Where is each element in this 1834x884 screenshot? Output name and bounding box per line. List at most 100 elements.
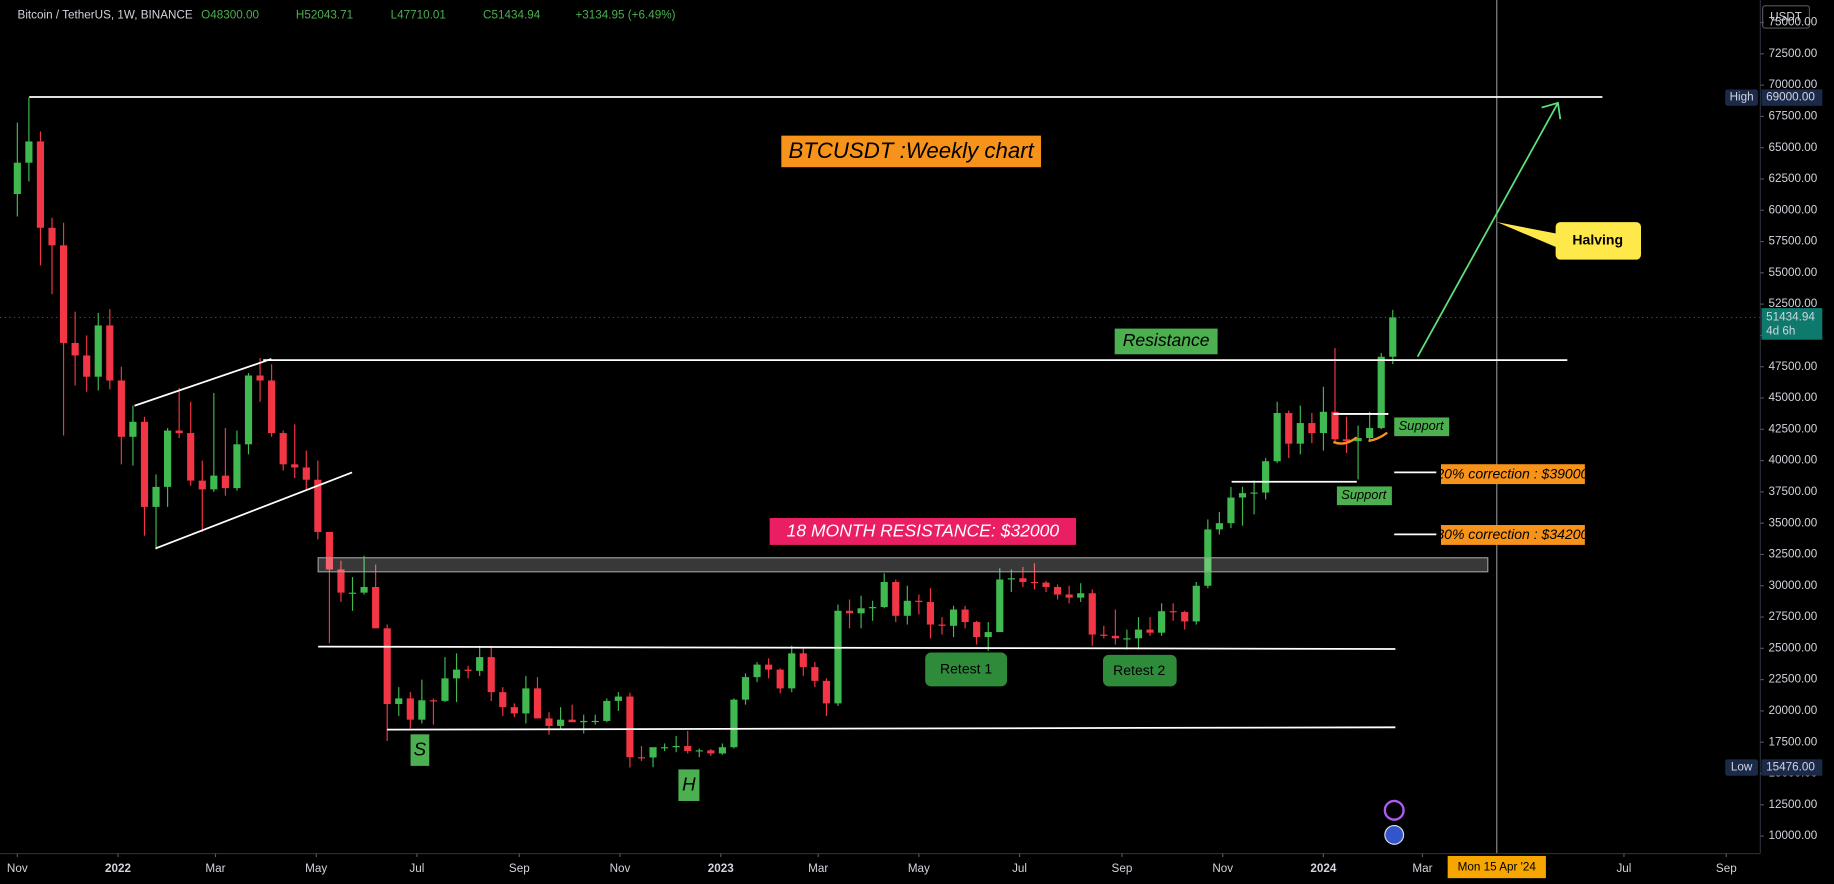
candle-body: [695, 750, 703, 752]
y-tick-label: 72500.00: [1769, 47, 1818, 60]
y-tick-label: 57500.00: [1769, 235, 1818, 248]
candle-body: [1192, 585, 1200, 622]
candle-body: [1077, 593, 1085, 598]
candle-body: [13, 162, 21, 194]
candle-body: [244, 375, 253, 445]
candle-body: [291, 464, 299, 468]
icon: [1384, 824, 1405, 845]
candle-body: [799, 653, 807, 668]
candle-body: [1273, 413, 1281, 462]
retest-label: Retest 2: [1113, 662, 1165, 678]
candle-body: [996, 579, 1004, 633]
candle-body: [164, 430, 172, 487]
candle-body: [684, 745, 692, 751]
candle-body: [614, 696, 622, 701]
candle-body: [1342, 439, 1351, 442]
candle-body: [106, 325, 114, 381]
candle-body: [730, 699, 738, 748]
label-box: [1441, 464, 1585, 485]
y-tick-label: 12500.00: [1769, 798, 1818, 811]
candle-body: [1030, 581, 1039, 584]
candle-body: [129, 421, 137, 437]
label-box: [1114, 328, 1218, 355]
x-tick-label: Sep: [1112, 862, 1133, 875]
y-tick-label: 67500.00: [1769, 109, 1818, 122]
candle-body: [441, 678, 449, 701]
candle-body: [1250, 492, 1258, 494]
candle-body: [869, 607, 877, 609]
candle-body: [1389, 317, 1397, 357]
halving-label: Halving: [1572, 232, 1623, 248]
candle-body: [233, 444, 241, 489]
retest-label: Retest 1: [940, 661, 992, 677]
label-box: [410, 734, 430, 766]
marker-price-box: [1761, 89, 1823, 106]
candle-body: [337, 569, 345, 593]
candle-body: [556, 719, 565, 726]
candle-body: [545, 718, 553, 726]
y-tick-label: 35000.00: [1769, 516, 1818, 529]
crosshair-time-label: Mon 15 Apr '24: [1458, 861, 1537, 874]
ohlc-low: L47710.01: [391, 8, 446, 21]
candle-body: [395, 698, 403, 705]
candle-body: [1366, 428, 1374, 439]
callout-box: [1555, 222, 1642, 260]
candle-body: [1053, 587, 1062, 595]
crosshair-time-box: [1447, 855, 1546, 879]
chart-annotation-title: BTCUSDT :Weekly chart: [788, 138, 1034, 163]
currency-box: [1762, 5, 1811, 29]
candle-body: [175, 430, 183, 434]
candle-body: [314, 479, 322, 532]
candle-body: [499, 692, 507, 708]
candle-body: [510, 707, 518, 714]
candle-body: [776, 669, 784, 689]
level-line: [318, 645, 1396, 650]
candle-body: [1123, 638, 1131, 640]
candle-body: [348, 592, 357, 594]
candle-body: [1100, 634, 1108, 636]
marker-label: Low: [1731, 761, 1753, 774]
channel-line: [155, 471, 353, 550]
level-line: [387, 726, 1396, 731]
ohlc-open: O48300.00: [201, 8, 259, 21]
candle-body: [1354, 438, 1362, 442]
candle-body: [476, 657, 484, 671]
x-tick-label: May: [908, 862, 930, 875]
support-label: Support: [1399, 418, 1445, 433]
candle-body: [1227, 497, 1235, 524]
shoulder-label: S: [414, 739, 427, 760]
y-tick-label: 40000.00: [1769, 454, 1818, 467]
candle-body: [1065, 594, 1073, 598]
candle-body: [25, 141, 33, 163]
correction-label: 30% correction : $34200: [1436, 526, 1588, 542]
projection-arrow: [1416, 102, 1559, 358]
x-tick-label: Sep: [1716, 862, 1737, 875]
y-tick-label: 60000.00: [1769, 203, 1818, 216]
candle-body: [94, 325, 102, 377]
candle-body: [1007, 578, 1015, 580]
candle-body: [59, 245, 68, 343]
candle-body: [1238, 493, 1247, 498]
candle-body: [741, 677, 750, 700]
ohlc-high: H52043.71: [296, 8, 353, 21]
candle-body: [1111, 635, 1119, 639]
candle-body: [822, 680, 830, 704]
y-tick-label: 20000.00: [1769, 704, 1818, 717]
marker-price-label: 15476.00: [1766, 761, 1815, 774]
resistance-label: Resistance: [1123, 330, 1210, 350]
ohlc-close: C51434.94: [483, 8, 541, 21]
candle-body: [753, 664, 761, 678]
candle-body: [279, 433, 287, 465]
candle-body: [268, 380, 276, 434]
candle-body: [938, 624, 946, 626]
label-box: [769, 518, 1077, 545]
candle-body: [36, 141, 45, 228]
y-tick-label: 27500.00: [1769, 610, 1818, 623]
label-box: [678, 769, 700, 801]
candle-body: [418, 700, 426, 720]
drawings: [29, 96, 1603, 731]
month-resistance-label: 18 MONTH RESISTANCE: $32000: [787, 521, 1060, 541]
candle-body: [372, 587, 380, 629]
y-tick-label: 25000.00: [1769, 641, 1818, 654]
